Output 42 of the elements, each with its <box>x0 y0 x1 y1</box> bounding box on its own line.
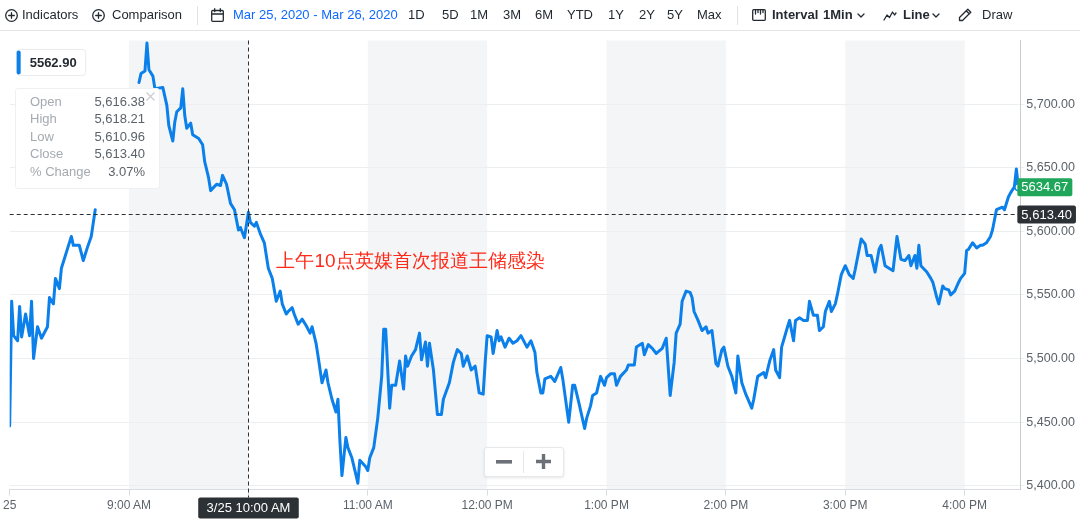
text: 2Y <box>639 7 655 23</box>
text: Line <box>903 7 930 23</box>
legend-label: 5562.90 <box>29 54 77 70</box>
text: 1D <box>408 7 425 23</box>
y-tick-label: 5,650.00 <box>1026 160 1076 175</box>
text: High 5,618.21 <box>30 111 145 127</box>
text: 3M <box>503 7 522 23</box>
text: Mar 25, 2020 - Mar 26, 2020 <box>233 7 398 23</box>
x-tick-label: 9:00 AM <box>107 498 152 513</box>
text: 1M <box>470 7 489 23</box>
text: 1Min <box>823 7 853 23</box>
x-tick-label: 11:00 AM <box>342 498 393 513</box>
text: Open 5,616.38 <box>30 93 145 109</box>
y-tick-label: 5,550.00 <box>1026 287 1076 302</box>
y-tick-label: 5,400.00 <box>1026 478 1076 493</box>
text: Close 5,613.40 <box>30 146 145 162</box>
text: Interval <box>772 7 819 23</box>
text: 5D <box>442 7 459 23</box>
y-tick-label: 5,500.00 <box>1026 351 1076 366</box>
text: 5Y <box>667 7 683 23</box>
annotation: 上午10点英媒首次报道王储感染 <box>276 250 545 272</box>
text: YTD <box>567 7 593 23</box>
text: Indicators <box>22 7 79 23</box>
y-tick-label: 5,450.00 <box>1026 414 1076 429</box>
y-tick-label: 5,700.00 <box>1026 96 1076 111</box>
text: 1Y <box>608 7 624 23</box>
x-tick-label: 3:00 PM <box>822 498 868 513</box>
data-label: 5634.67 <box>1021 179 1069 195</box>
text: Comparison <box>112 7 183 23</box>
x-tick-label: 12:00 PM <box>461 498 513 513</box>
ref-line-label: 5,613.40 <box>1021 206 1072 222</box>
y-tick-label: 5,600.00 <box>1026 223 1076 238</box>
text: Max <box>697 7 722 23</box>
x-tick-label: 2:00 PM <box>703 498 749 513</box>
x-tick-label: 4:00 PM <box>942 498 987 513</box>
x-tick-label: 1:00 PM <box>584 498 629 513</box>
text: 6M <box>535 7 554 23</box>
x-tick-label: 25 <box>2 498 17 513</box>
text: Draw <box>982 7 1013 23</box>
text: % Change 3.07% <box>30 163 145 179</box>
text: Low 5,610.96 <box>30 128 145 144</box>
ref-line-label: 3/25 10:00 AM <box>206 500 291 516</box>
